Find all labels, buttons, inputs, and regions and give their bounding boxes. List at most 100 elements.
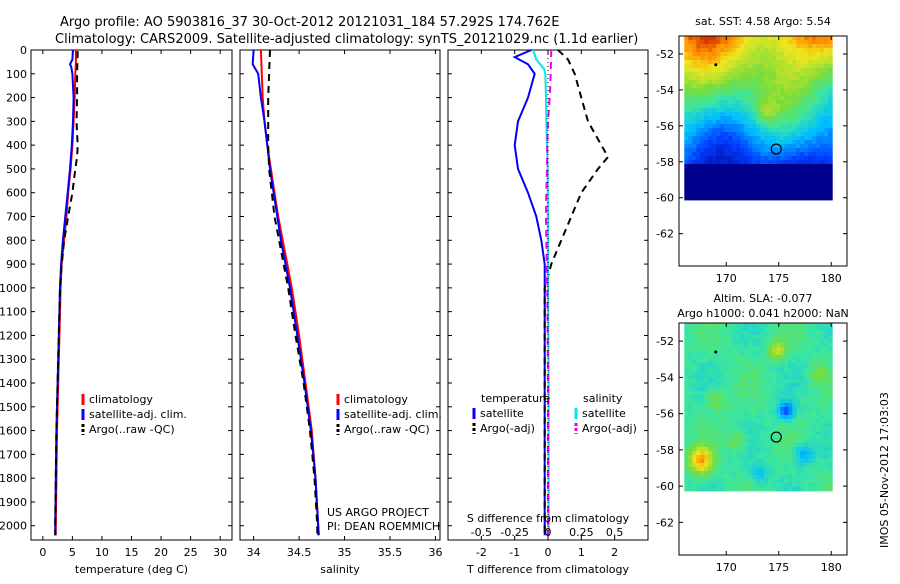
map-cell <box>740 96 745 101</box>
map-cell <box>768 156 773 161</box>
map-cell <box>752 152 757 157</box>
map-cell <box>784 92 789 97</box>
map-cell <box>700 323 705 328</box>
map-cell <box>784 148 789 153</box>
map-cell <box>696 56 701 61</box>
map-cell <box>720 391 725 396</box>
map-cell <box>780 411 785 416</box>
map-cell <box>708 180 713 185</box>
map-cell <box>700 120 705 125</box>
map-cell <box>776 64 781 69</box>
map-cell <box>768 84 773 89</box>
map-cell <box>788 371 793 376</box>
map-cell <box>800 128 805 133</box>
map-cell <box>768 475 773 480</box>
map-cell <box>700 439 705 444</box>
map-cell <box>704 172 709 177</box>
map-cell <box>776 52 781 57</box>
map-cell <box>716 72 721 77</box>
map-cell <box>768 180 773 185</box>
map-cell <box>700 435 705 440</box>
map-cell <box>788 459 793 464</box>
map-cell <box>756 44 761 49</box>
map-cell <box>816 104 821 109</box>
map-cell <box>816 419 821 424</box>
map-cell <box>688 36 693 41</box>
map-cell <box>800 423 805 428</box>
map-cell <box>684 323 689 328</box>
map-cell <box>688 136 693 141</box>
map-cell <box>812 395 817 400</box>
map-cell <box>700 407 705 412</box>
map-cell <box>708 52 713 57</box>
map-cell <box>824 359 829 364</box>
map-cell <box>732 140 737 145</box>
map-cell <box>728 347 733 352</box>
map-cell <box>804 471 809 476</box>
map-cell <box>720 351 725 356</box>
map-cell <box>760 419 765 424</box>
map-cell <box>772 391 777 396</box>
map-cell <box>752 36 757 41</box>
map-cell <box>780 339 785 344</box>
map-cell <box>696 108 701 113</box>
map-cell <box>688 180 693 185</box>
map-cell <box>780 363 785 368</box>
map-cell <box>808 483 813 488</box>
map-cell <box>704 168 709 173</box>
map-cell <box>784 40 789 45</box>
map-cell <box>744 44 749 49</box>
map-cell <box>824 347 829 352</box>
map-cell <box>816 120 821 125</box>
map-cell <box>740 387 745 392</box>
y-tick-label: 1400 <box>0 377 27 390</box>
map-cell <box>712 72 717 77</box>
map-cell <box>740 463 745 468</box>
map-cell <box>744 447 749 452</box>
map-cell <box>716 443 721 448</box>
map-cell <box>708 140 713 145</box>
map-cell <box>704 395 709 400</box>
map-cell <box>792 331 797 336</box>
legend-label: Argo(..raw -QC) <box>89 423 175 436</box>
map-cell <box>704 112 709 117</box>
map-cell <box>760 467 765 472</box>
map-cell <box>820 487 825 492</box>
map-cell <box>760 168 765 173</box>
map-cell <box>816 483 821 488</box>
map-cell <box>812 164 817 169</box>
map-cell <box>748 479 753 484</box>
map-cell <box>712 475 717 480</box>
map-cell <box>692 363 697 368</box>
map-cell <box>736 383 741 388</box>
map-cell <box>760 128 765 133</box>
map-cell <box>724 407 729 412</box>
map-cell <box>728 132 733 137</box>
map-cell <box>776 475 781 480</box>
map-cell <box>720 148 725 153</box>
map-cell <box>688 124 693 129</box>
map-cell <box>824 104 829 109</box>
map-cell <box>720 335 725 340</box>
map-cell <box>804 331 809 336</box>
map-cell <box>804 48 809 53</box>
map-cell <box>776 355 781 360</box>
map-cell <box>808 427 813 432</box>
map-cell <box>812 192 817 197</box>
map-cell <box>816 128 821 133</box>
map-cell <box>688 52 693 57</box>
map-cell <box>824 351 829 356</box>
map-cell <box>744 467 749 472</box>
map-cell <box>724 395 729 400</box>
map-cell <box>812 96 817 101</box>
map-cell <box>732 100 737 105</box>
map-cell <box>796 64 801 69</box>
map-cell <box>708 467 713 472</box>
map-cell <box>748 419 753 424</box>
map-cell <box>824 419 829 424</box>
map-cell <box>684 60 689 65</box>
map-cell <box>712 100 717 105</box>
map-cell <box>784 132 789 137</box>
project-annotation: US ARGO PROJECT <box>327 506 429 519</box>
map-cell <box>768 355 773 360</box>
